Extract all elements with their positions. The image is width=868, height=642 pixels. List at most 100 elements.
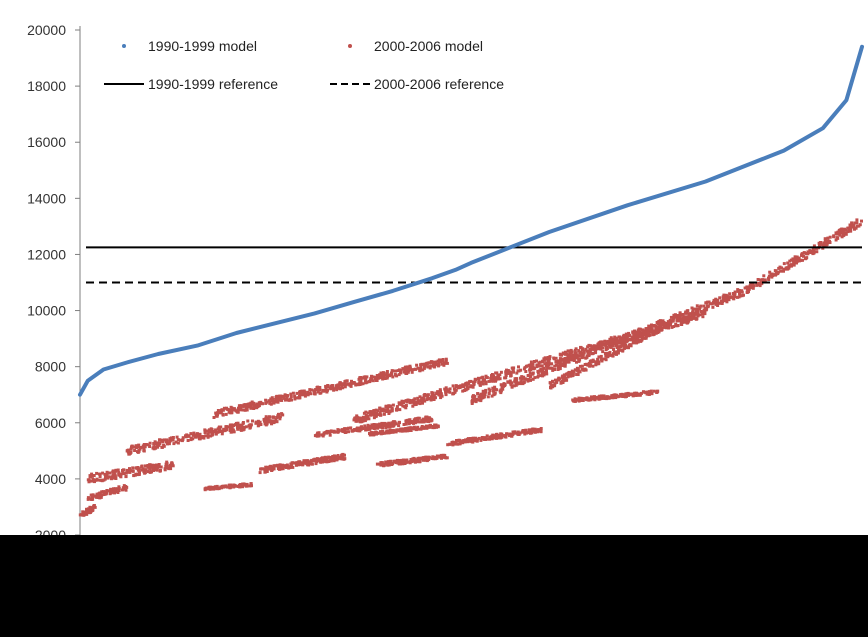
data-point-2000-2006 <box>238 423 242 427</box>
data-point-2000-2006 <box>116 491 120 494</box>
data-point-2000-2006 <box>374 430 378 434</box>
data-point-2000-2006 <box>210 428 214 431</box>
data-point-2000-2006 <box>278 415 282 419</box>
data-point-2000-2006 <box>301 463 305 467</box>
data-point-2000-2006 <box>324 384 328 388</box>
data-point-2000-2006 <box>129 469 133 473</box>
data-point-2000-2006 <box>225 407 229 411</box>
data-point-2000-2006 <box>217 429 221 432</box>
data-point-2000-2006 <box>795 260 799 264</box>
data-point-2000-2006 <box>484 390 487 394</box>
data-point-2000-2006 <box>358 416 362 420</box>
data-point-2000-2006 <box>328 433 332 437</box>
data-point-2000-2006 <box>143 471 147 475</box>
data-point-2000-2006 <box>238 426 242 430</box>
data-point-2000-2006 <box>406 419 410 422</box>
data-point-2000-2006 <box>713 299 717 303</box>
data-point-2000-2006 <box>479 438 483 442</box>
data-point-2000-2006 <box>142 443 146 447</box>
data-point-2000-2006 <box>788 259 792 263</box>
data-point-2000-2006 <box>609 339 613 343</box>
data-point-2000-2006 <box>512 384 516 388</box>
legend-marker <box>122 44 126 48</box>
data-point-2000-2006 <box>508 379 512 383</box>
data-point-2000-2006 <box>430 394 434 398</box>
data-point-2000-2006 <box>632 394 636 398</box>
series-1990-1999-model <box>78 44 864 397</box>
data-point-2000-2006 <box>204 434 208 438</box>
data-point-2000-2006 <box>494 433 498 436</box>
data-point-2000-2006 <box>390 407 394 411</box>
series-2000-2006-model <box>78 218 863 517</box>
data-point-2000-2006 <box>695 317 699 321</box>
data-point-2000-2006 <box>181 437 185 441</box>
data-point-2000-2006 <box>445 456 449 460</box>
data-point-2000-2006 <box>353 416 357 420</box>
data-point-2000-2006 <box>435 392 439 396</box>
data-point-2000-2006 <box>148 464 152 468</box>
data-point-2000-2006 <box>125 449 129 453</box>
data-point-2000-2006 <box>203 431 207 434</box>
data-point-2000-2006 <box>472 439 476 443</box>
data-point-2000-2006 <box>366 411 370 415</box>
data-point-2000-2006 <box>446 443 450 447</box>
data-point-2000-2006 <box>268 415 272 419</box>
data-point-2000-2006 <box>608 395 612 399</box>
data-point-2000-2006 <box>565 356 568 360</box>
data-point-2000-2006 <box>511 369 515 373</box>
data-point-2000-2006 <box>416 427 420 431</box>
data-point-2000-2006 <box>806 250 810 254</box>
data-point-2000-2006 <box>468 380 472 384</box>
data-point-2000-2006 <box>851 225 855 229</box>
data-point-2000-2006 <box>644 334 648 338</box>
data-point-2000-2006 <box>398 368 401 372</box>
data-point-2000-2006 <box>244 483 247 487</box>
data-point-2000-2006 <box>581 399 585 402</box>
data-point-2000-2006 <box>597 362 601 366</box>
data-point-2000-2006 <box>603 397 607 400</box>
data-point-2000-2006 <box>563 364 567 368</box>
data-point-2000-2006 <box>405 400 409 404</box>
data-point-2000-2006 <box>367 380 371 384</box>
legend-label: 1990-1999 model <box>148 38 257 54</box>
data-point-2000-2006 <box>687 319 691 323</box>
data-point-2000-2006 <box>112 476 116 480</box>
data-point-2000-2006 <box>366 423 370 427</box>
data-point-2000-2006 <box>400 399 404 403</box>
data-point-2000-2006 <box>408 366 412 370</box>
data-point-2000-2006 <box>385 429 389 433</box>
data-point-2000-2006 <box>461 441 465 445</box>
data-point-2000-2006 <box>252 405 256 409</box>
data-point-2000-2006 <box>204 429 208 433</box>
data-point-2000-2006 <box>81 510 85 514</box>
data-point-2000-2006 <box>451 391 455 395</box>
data-point-2000-2006 <box>228 423 232 427</box>
data-point-2000-2006 <box>102 493 106 496</box>
data-point-2000-2006 <box>262 417 266 421</box>
data-point-2000-2006 <box>352 418 356 422</box>
data-point-2000-2006 <box>395 405 399 409</box>
data-point-2000-2006 <box>387 373 391 377</box>
data-point-2000-2006 <box>588 362 592 366</box>
data-point-2000-2006 <box>687 315 691 319</box>
data-point-2000-2006 <box>628 343 631 347</box>
data-point-2000-2006 <box>384 460 388 464</box>
y-tick-label: 8000 <box>35 359 66 375</box>
data-point-2000-2006 <box>408 401 412 405</box>
data-point-2000-2006 <box>244 425 248 429</box>
data-point-2000-2006 <box>698 313 702 317</box>
data-point-2000-2006 <box>621 334 625 338</box>
data-point-2000-2006 <box>245 408 249 412</box>
data-point-2000-2006 <box>516 430 520 434</box>
data-point-2000-2006 <box>158 469 162 473</box>
data-point-2000-2006 <box>358 420 362 424</box>
data-point-2000-2006 <box>519 380 523 384</box>
data-point-2000-2006 <box>428 423 432 427</box>
data-point-2000-2006 <box>430 364 434 368</box>
data-point-2000-2006 <box>345 379 349 383</box>
data-point-2000-2006 <box>504 374 508 377</box>
data-point-2000-2006 <box>162 443 166 447</box>
data-point-2000-2006 <box>394 422 398 426</box>
data-point-2000-2006 <box>104 490 107 494</box>
data-point-2000-2006 <box>448 387 452 391</box>
